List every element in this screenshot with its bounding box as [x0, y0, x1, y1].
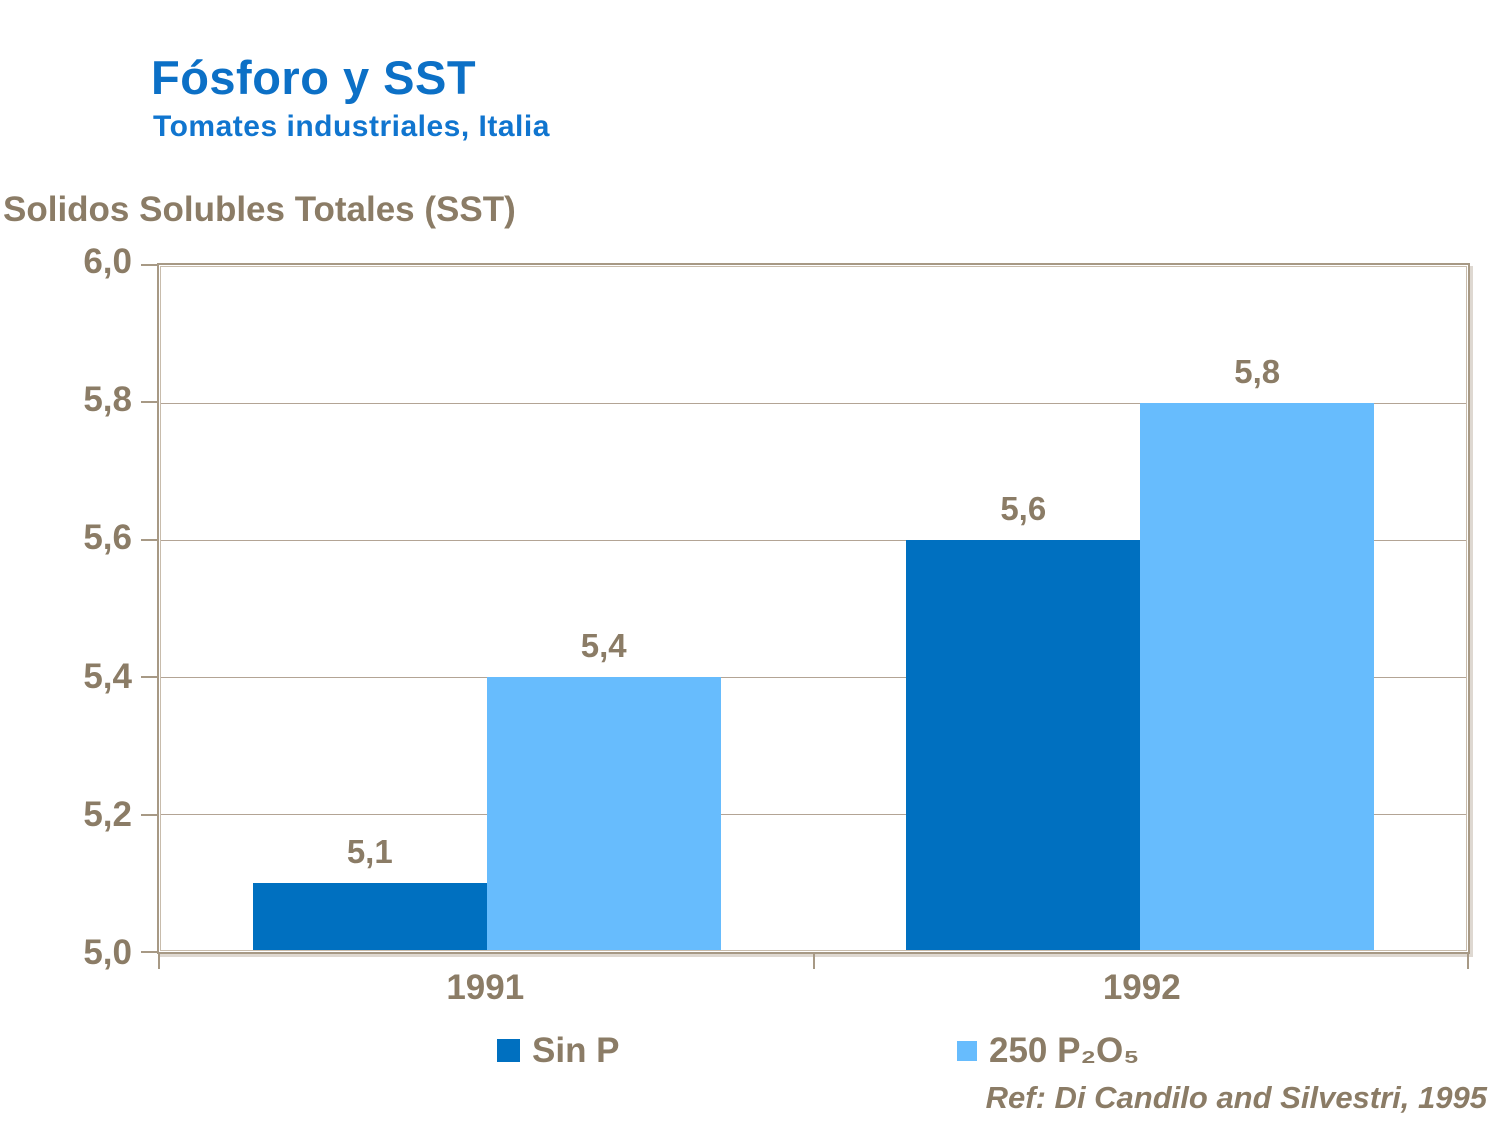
- x-category-label-1991: 1991: [446, 968, 525, 1007]
- reference-citation: Ref: Di Candilo and Silvestri, 1995: [985, 1080, 1487, 1115]
- y-axis-tick: [141, 264, 157, 266]
- legend-item-250-p2o5: 250 P₂O₅: [957, 1033, 1139, 1068]
- x-axis-tick: [158, 954, 160, 969]
- x-axis-category-labels: 1991 1992: [157, 968, 1470, 1012]
- gridline: [160, 540, 1467, 541]
- y-axis-tick: [141, 951, 157, 953]
- y-tick-label: 5,6: [83, 518, 132, 558]
- y-tick-label: 5,0: [83, 933, 132, 973]
- x-category-label-1992: 1992: [1102, 968, 1181, 1007]
- bar-value-label-1991-series-1: 5,4: [580, 627, 627, 664]
- y-axis-tick-labels: 6,0 5,8 5,6 5,4 5,2 5,0: [0, 242, 132, 972]
- legend-swatch-250-p2o5: [957, 1040, 977, 1061]
- x-axis-tick: [812, 954, 815, 969]
- bar-1992-series-1: [1140, 403, 1375, 951]
- legend-swatch-sin-p: [497, 1039, 520, 1062]
- bar-1992-series-0: [906, 540, 1141, 951]
- bar-1991-series-0: [252, 882, 487, 951]
- bar-value-label-1992-series-1: 5,8: [1234, 353, 1281, 390]
- legend-label-250-p2o5: 250 P₂O₅: [989, 1031, 1140, 1070]
- y-axis-tick: [141, 813, 157, 816]
- y-tick-label: 5,8: [83, 380, 132, 420]
- y-axis-title: Solidos Solubles Totales (SST): [3, 190, 516, 229]
- chart-subtitle: Tomates industriales, Italia: [153, 110, 550, 143]
- y-axis-tick: [141, 401, 157, 404]
- y-tick-label: 5,4: [83, 656, 132, 696]
- bar-value-label-1992-series-0: 5,6: [1000, 490, 1047, 527]
- bars-region: 5,1 5,4 5,6 5,8: [160, 266, 1467, 951]
- plot-area: 5,1 5,4 5,6 5,8: [141, 263, 1470, 969]
- bar-value-label-1991-series-0: 5,1: [346, 832, 393, 870]
- y-axis-tick: [141, 538, 157, 541]
- gridline: [160, 814, 1467, 815]
- bar-1991-series-1: [486, 677, 721, 951]
- y-axis-tick: [141, 676, 157, 679]
- y-tick-label: 5,2: [83, 794, 132, 834]
- legend-item-sin-p: Sin P: [497, 1033, 620, 1068]
- legend-label-sin-p: Sin P: [532, 1031, 620, 1070]
- gridline: [160, 403, 1467, 404]
- y-tick-label: 6,0: [83, 242, 132, 282]
- x-axis-tick: [1467, 954, 1469, 969]
- chart-title: Fósforo y SST: [151, 51, 477, 104]
- gridline: [160, 677, 1467, 678]
